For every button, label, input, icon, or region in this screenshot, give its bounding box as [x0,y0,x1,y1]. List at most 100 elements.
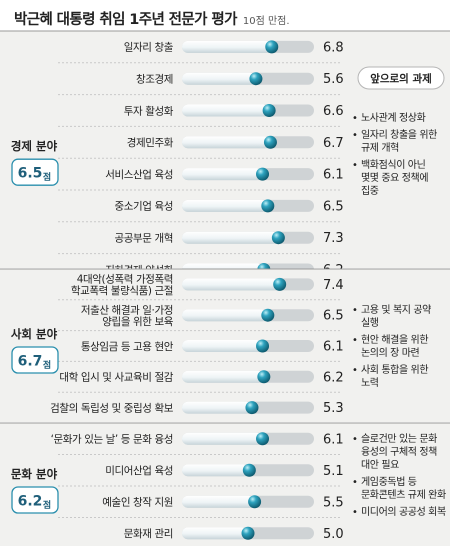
section-score: 6.7 [18,354,43,370]
task-text: 노력 [361,377,379,389]
value-label: 5.6 [323,72,344,87]
bar-fill [182,370,264,383]
value-label: 7.4 [323,278,344,293]
value-label: 5.1 [323,464,344,479]
value-marker [271,231,285,245]
task-text: 집중 [361,185,379,197]
task-text: 백화점식이 아닌 [361,159,426,171]
bar-fill [182,231,279,244]
task-bullet: • [352,507,358,518]
value-marker [241,526,255,540]
value-label: 6.2 [323,370,344,385]
bar-fill [182,464,250,477]
bar-fill [182,401,252,414]
section-name: 사회 분야 [11,327,58,341]
item-label: 저출산 해결과 일·가정 [81,303,173,316]
item-label: 학교폭력 불량식품) 근절 [71,284,173,297]
section-score: 6.5 [18,166,43,182]
item-label: 미디어산업 육성 [105,464,173,477]
value-marker [256,432,270,446]
task-bullet: • [352,335,358,346]
value-label: 6.6 [323,104,344,119]
bar-fill [182,495,255,508]
value-label: 5.0 [323,527,344,542]
task-text: 논의의 장 마련 [361,347,420,359]
task-text: 대안 필요 [361,459,399,471]
bar-fill [182,136,271,149]
item-label: 4대악(성폭력 가정폭력 [77,273,173,285]
task-text: 사회 통합을 위한 [361,363,428,376]
item-label: 양립을 위한 보육 [102,315,173,328]
item-label: 예술인 창작 지원 [102,496,173,509]
value-marker [273,277,287,291]
bar-fill [182,527,248,540]
bar-fill [182,432,263,445]
item-label: 서비스산업 육성 [105,168,173,181]
bar-fill [182,309,268,322]
section-name: 문화 분야 [11,467,58,481]
item-label: 경제민주화 [127,136,174,149]
value-marker [257,370,271,384]
bar-fill [182,340,263,352]
task-text: 일자리 창출을 위한 [361,128,437,141]
item-label: 통상임금 등 고용 현안 [81,340,174,353]
value-label: 5.3 [323,401,344,416]
value-label: 6.5 [323,199,344,214]
score-unit: 점 [43,171,51,183]
value-label: 6.1 [323,168,344,183]
bar-fill [182,40,272,53]
task-text: 슬로건만 있는 문화 [361,433,437,445]
task-text: 노사관계 정상화 [361,112,426,124]
section-score: 6.2 [18,494,43,510]
item-label: 공공부문 개혁 [115,233,174,245]
value-label: 6.1 [323,432,344,447]
item-label: 검찰의 독립성 및 중립성 확보 [50,401,174,414]
task-bullet: • [352,434,358,445]
value-marker [263,135,277,149]
score-badge [11,158,59,186]
score-badge [11,346,59,374]
score-badge [11,486,59,514]
item-label: 대학 입시 및 사교육비 절감 [59,371,173,384]
task-text: 문화콘텐츠 규제 완화 [361,489,446,501]
value-label: 6.5 [323,309,344,324]
task-text: 현안 해결을 위한 [361,333,428,346]
bar-fill [182,72,256,85]
tasks-title: 앞으로의 과제 [370,72,432,85]
task-text: 규제 개혁 [361,142,399,154]
task-bullet: • [352,365,358,376]
task-bullet: • [352,160,358,171]
task-text: 실행 [361,317,379,329]
value-marker [256,339,270,353]
value-marker [248,495,262,509]
task-bullet: • [352,477,358,488]
task-text: 미디어의 공공성 회복 [361,506,446,518]
item-label: 창조경제 [136,73,173,86]
item-label: 일자리 창출 [124,41,174,54]
item-label: 문화재 관리 [124,528,173,540]
task-text: 게임중독법 등 [361,475,417,488]
value-label: 6.8 [323,40,344,55]
chart-title: 박근혜 대통령 취임 1주년 전문가 평가 10점 만점. [14,12,290,28]
task-bullet: • [352,113,358,124]
section-name: 경제 분야 [11,139,58,153]
score-unit: 점 [43,359,51,371]
item-label: 중소기업 육성 [115,200,174,213]
value-marker [256,167,270,181]
value-label: 6.1 [323,340,344,355]
task-bullet: • [352,130,358,141]
value-marker [242,463,256,477]
value-marker [262,104,276,117]
value-label: 5.5 [323,495,344,510]
task-bullet: • [352,305,358,316]
item-label: ‘문화가 있는 날’ 등 문화 융성 [51,434,173,446]
bar-fill [182,168,263,181]
bar-fill [182,104,270,117]
value-marker [261,199,275,213]
bar-fill [182,199,268,212]
value-label: 7.3 [323,231,344,246]
value-marker [265,40,279,54]
tasks-box [357,66,445,90]
task-text: 몇몇 중요 정책에 [361,172,428,184]
